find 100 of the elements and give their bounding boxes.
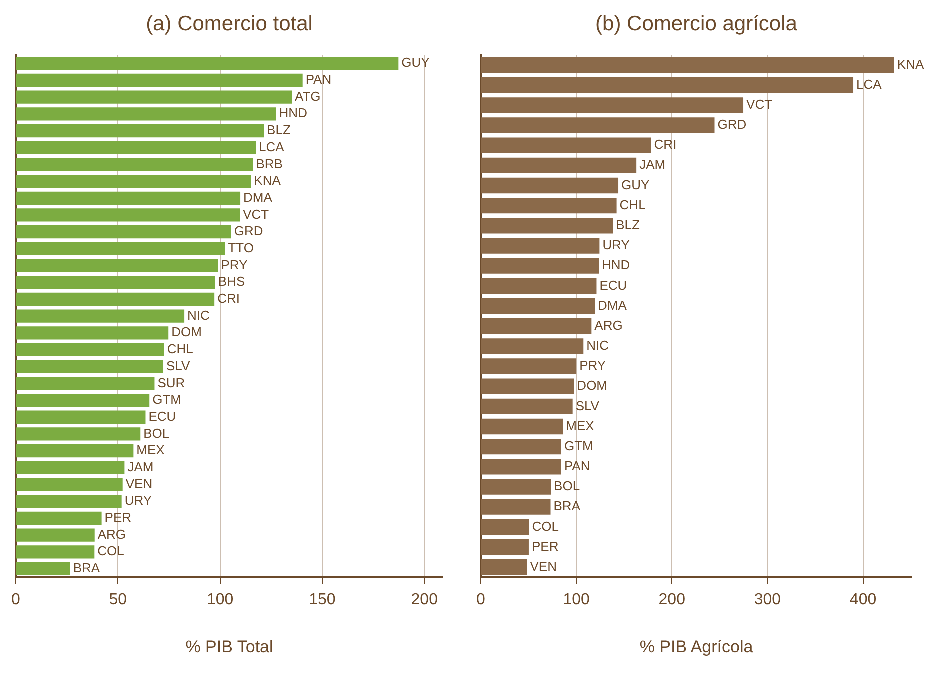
y-tick-label: GTM — [152, 392, 182, 408]
bar — [16, 124, 264, 138]
y-tick-label: TTO — [228, 240, 254, 256]
y-tick-label: CRI — [654, 137, 677, 152]
bar — [482, 519, 530, 536]
bar — [482, 418, 564, 435]
bar — [16, 546, 95, 559]
y-tick-label: DOM — [172, 324, 202, 340]
bar — [482, 298, 596, 314]
y-tick-label: ATG — [295, 88, 321, 104]
bar — [16, 377, 155, 390]
bar — [16, 562, 70, 576]
y-tick-label: LCA — [259, 139, 285, 154]
bar — [482, 238, 600, 254]
bar — [16, 528, 95, 542]
bar — [482, 278, 597, 294]
y-tick-label: PER — [104, 510, 132, 526]
y-tick-label: BOL — [144, 426, 170, 441]
bar — [16, 461, 125, 474]
bar — [482, 378, 574, 394]
y-tick-label: PRY — [221, 257, 248, 272]
y-tick-label: CHL — [167, 342, 194, 357]
bar — [482, 318, 592, 334]
bar — [482, 198, 617, 214]
y-tick-label: CRI — [218, 291, 240, 306]
bar — [16, 326, 169, 340]
y-tick-label: NIC — [586, 338, 610, 354]
y-tick-label: SLV — [166, 358, 190, 374]
bar — [16, 444, 134, 458]
y-tick-label: BHS — [218, 274, 246, 290]
y-tick-label: GTM — [564, 438, 594, 454]
bar — [16, 108, 276, 121]
y-tick-label: HND — [602, 258, 630, 273]
bar — [16, 495, 122, 508]
x-tick-label: 300 — [754, 591, 782, 608]
bar — [16, 158, 254, 172]
y-tick-label: SUR — [158, 375, 186, 390]
bar — [482, 98, 744, 114]
bar — [482, 57, 894, 74]
bar — [482, 499, 551, 515]
y-tick-label: BRA — [73, 560, 100, 576]
y-tick-label: VEN — [126, 476, 153, 492]
y-tick-label: VCT — [746, 96, 773, 112]
x-tick-label: 100 — [563, 591, 590, 608]
bar — [482, 158, 637, 174]
bar — [16, 57, 399, 70]
bar — [482, 459, 562, 475]
chart-title: (a) Comercio total — [146, 12, 313, 36]
bar — [16, 276, 216, 290]
bar — [482, 118, 715, 134]
bar — [16, 512, 102, 526]
bar — [16, 208, 240, 222]
y-tick-label: PAN — [564, 458, 590, 474]
y-tick-label: URY — [124, 493, 152, 508]
x-tick-label: 200 — [411, 591, 438, 608]
bar — [16, 310, 185, 323]
y-tick-label: LCA — [856, 76, 882, 92]
y-tick-label: DMA — [598, 298, 628, 313]
y-tick-label: HND — [279, 106, 308, 121]
x-tick-label: 50 — [109, 591, 128, 608]
bar — [16, 192, 241, 205]
y-tick-label: KNA — [897, 56, 924, 72]
y-tick-label: DMA — [244, 190, 273, 205]
x-tick-label: 0 — [476, 591, 486, 608]
x-axis-title: % PIB Agrícola — [640, 637, 754, 656]
bar — [16, 226, 232, 239]
bar — [16, 360, 164, 374]
y-tick-label: PRY — [580, 358, 606, 374]
y-tick-label: KNA — [254, 173, 282, 188]
bar — [482, 258, 600, 274]
y-tick-label: PER — [532, 538, 559, 554]
y-tick-label: NIC — [188, 308, 210, 323]
y-tick-label: ARG — [594, 318, 623, 333]
y-tick-label: VEN — [530, 558, 557, 574]
bar — [482, 479, 552, 495]
y-tick-label: GUY — [622, 177, 650, 192]
bar — [482, 358, 577, 374]
y-tick-label: MEX — [566, 418, 595, 434]
bar — [482, 439, 562, 455]
bar — [16, 478, 123, 492]
y-tick-label: GUY — [402, 55, 430, 70]
y-tick-label: BOL — [554, 478, 580, 494]
y-tick-label: BLZ — [616, 217, 640, 232]
y-tick-label: ECU — [148, 408, 176, 424]
y-tick-label: COL — [532, 518, 559, 534]
y-tick-label: BRA — [554, 498, 581, 514]
bar — [16, 141, 256, 154]
y-tick-label: COL — [98, 544, 124, 559]
y-tick-label: ECU — [600, 278, 628, 293]
x-tick-label: 200 — [658, 591, 686, 608]
y-tick-label: GRD — [718, 117, 747, 132]
bar — [16, 90, 292, 104]
y-tick-label: MEX — [136, 442, 166, 458]
bar — [482, 539, 529, 556]
bar — [16, 394, 150, 408]
x-tick-label: 400 — [850, 591, 877, 608]
y-tick-label: VCT — [243, 206, 270, 222]
x-tick-label: 0 — [12, 591, 21, 608]
y-tick-label: JAM — [640, 157, 666, 172]
bar — [482, 138, 652, 154]
